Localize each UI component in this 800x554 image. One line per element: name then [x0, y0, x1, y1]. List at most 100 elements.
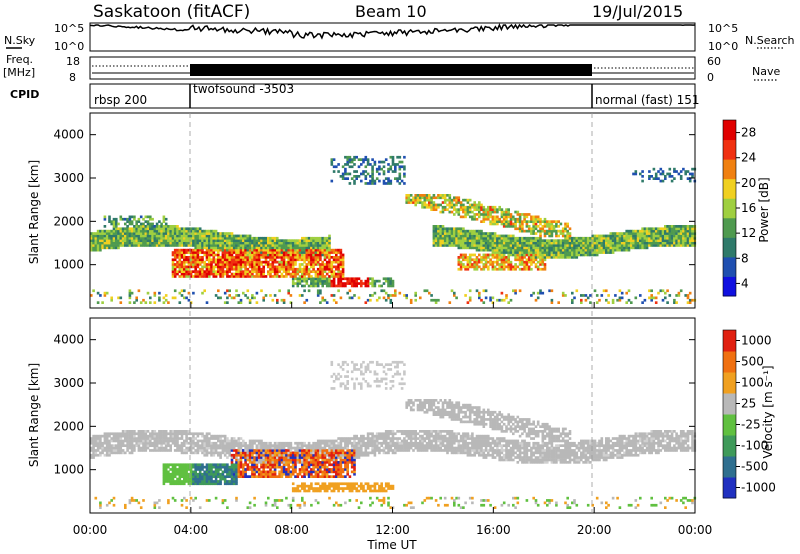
power-cell: [623, 248, 626, 252]
velocity-cell: [167, 437, 170, 440]
power-cell: [634, 244, 638, 247]
power-cell: [257, 236, 261, 240]
power-cell: [630, 246, 633, 250]
power-cell: [516, 227, 520, 231]
velocity-cell: [158, 432, 161, 436]
velocity-cell: [135, 439, 138, 443]
velocity-cell: [205, 432, 209, 436]
power-cell: [296, 248, 300, 252]
power-cell: [271, 270, 275, 273]
power-cell: [500, 208, 504, 211]
power-cell: [151, 227, 154, 231]
power-cell: [246, 234, 250, 238]
power-cell: [552, 239, 556, 242]
power-cell: [117, 244, 120, 247]
power-cell: [534, 258, 538, 262]
power-cell: [453, 229, 456, 233]
velocity-cell: [260, 449, 263, 452]
power-cell: [219, 246, 222, 250]
power-cell: [203, 234, 206, 238]
power-cell: [223, 236, 227, 240]
power-cell: [636, 246, 640, 250]
power-cell: [616, 248, 619, 252]
power-cell: [255, 291, 259, 295]
velocity-cell: [210, 468, 213, 471]
power-cell: [223, 241, 227, 245]
velocity-cell: [146, 434, 150, 438]
velocity-cell: [171, 468, 175, 471]
power-cell: [679, 229, 683, 233]
power-cell: [630, 244, 633, 247]
power-cell: [548, 239, 551, 242]
power-cell: [691, 229, 694, 233]
velocity-cell: [162, 439, 166, 443]
power-cell: [616, 236, 619, 240]
power-cell: [133, 229, 136, 233]
power-cell: [632, 241, 635, 245]
power-cell: [462, 229, 465, 233]
power-cell: [194, 260, 197, 264]
power-cell: [421, 194, 424, 197]
power-cell: [162, 234, 166, 238]
power-cell: [550, 234, 554, 238]
power-cell: [230, 234, 234, 238]
power-cell: [575, 246, 579, 250]
power-cell: [130, 244, 134, 247]
power-cell: [468, 298, 472, 302]
velocity-cell: [244, 444, 247, 447]
power-cell: [314, 272, 318, 276]
velocity-cell: [128, 451, 132, 455]
power-cell: [221, 260, 225, 264]
power-cell: [473, 215, 476, 219]
velocity-cell: [242, 451, 245, 455]
power-cell: [251, 244, 254, 247]
velocity-cell: [133, 434, 136, 438]
velocity-cell: [119, 432, 123, 436]
power-cell: [235, 267, 238, 271]
power-cell: [378, 284, 381, 288]
power-cell: [312, 267, 315, 271]
power-cell: [518, 244, 522, 247]
power-cell: [255, 246, 259, 250]
velocity-cell: [223, 499, 227, 502]
power-cell: [276, 265, 279, 269]
power-cell: [618, 239, 622, 242]
power-cell: [555, 256, 558, 259]
power-cell: [325, 251, 329, 254]
velocity-cell: [94, 439, 98, 443]
velocity-cell: [153, 449, 157, 452]
power-cell: [536, 215, 540, 219]
velocity-cell: [210, 482, 213, 486]
velocity-cell: [212, 451, 216, 455]
power-cell: [337, 251, 340, 254]
power-cell: [550, 232, 554, 235]
power-cell: [180, 236, 184, 240]
velocity-cell: [196, 444, 200, 447]
power-cell: [339, 258, 343, 262]
power-cell: [677, 229, 681, 233]
power-cell: [162, 239, 166, 242]
power-cell: [525, 265, 529, 269]
power-cell: [618, 244, 622, 247]
power-cell: [659, 236, 663, 240]
velocity-cell: [217, 475, 220, 478]
velocity-cell: [251, 453, 254, 457]
power-cell: [187, 265, 191, 269]
velocity-cell: [205, 472, 209, 476]
power-cell: [257, 258, 261, 262]
power-cell: [534, 256, 538, 259]
power-cell: [128, 289, 132, 293]
power-cell: [187, 258, 191, 262]
velocity-cell: [239, 475, 243, 478]
power-cell: [301, 244, 304, 247]
velocity-cell: [149, 434, 152, 438]
power-cell: [255, 241, 259, 245]
velocity-cell: [214, 449, 218, 452]
velocity-cell: [128, 501, 132, 505]
power-cell: [634, 239, 638, 242]
power-cell: [228, 270, 231, 273]
power-cell: [276, 236, 279, 240]
power-cell: [489, 263, 492, 266]
power-cell: [173, 275, 177, 278]
